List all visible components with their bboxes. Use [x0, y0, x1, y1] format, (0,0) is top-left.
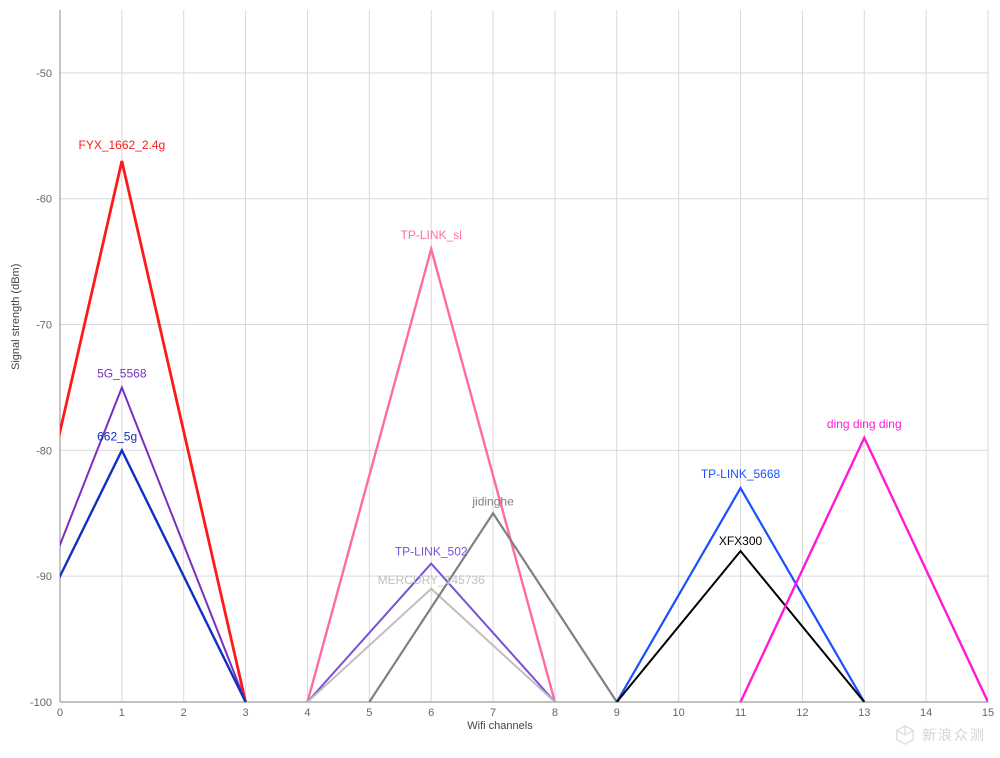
y-tick-label: -50 [36, 68, 52, 80]
series-label: XFX300 [719, 534, 763, 548]
x-tick-label: 15 [982, 707, 994, 719]
series-label: 5G_5568 [97, 366, 147, 380]
series-label: MERCURY_145736 [378, 573, 485, 587]
y-tick-label: -70 [36, 320, 52, 332]
y-axis-label: Signal strength (dBm) [10, 264, 22, 370]
series-label: ding ding ding [827, 417, 902, 431]
x-tick-label: 2 [181, 707, 187, 719]
x-tick-label: 6 [428, 707, 434, 719]
x-tick-label: 12 [796, 707, 808, 719]
series-label: FYX_1662_2.4g [78, 138, 165, 152]
x-tick-label: 13 [858, 707, 870, 719]
x-tick-label: 4 [304, 707, 310, 719]
y-tick-label: -80 [36, 445, 52, 457]
wifi-channel-chart: 0123456789101112131415-100-90-80-70-60-5… [0, 0, 1000, 758]
y-tick-label: -100 [30, 697, 52, 709]
x-tick-label: 0 [57, 707, 63, 719]
series-label: TP-LINK_5668 [701, 467, 781, 481]
y-tick-label: -90 [36, 571, 52, 583]
watermark-text: 新浪众测 [922, 725, 986, 745]
cube-icon [894, 724, 916, 746]
chart-svg: 0123456789101112131415-100-90-80-70-60-5… [0, 0, 1000, 758]
series-label: jidinghe [471, 494, 514, 508]
x-tick-label: 9 [614, 707, 620, 719]
x-axis-label: Wifi channels [0, 720, 1000, 732]
x-tick-label: 1 [119, 707, 125, 719]
y-tick-label: -60 [36, 194, 52, 206]
series-label: 662_5g [97, 429, 137, 443]
x-tick-label: 14 [920, 707, 932, 719]
x-tick-label: 8 [552, 707, 558, 719]
x-tick-label: 5 [366, 707, 372, 719]
series-label: TP-LINK_sl [401, 228, 462, 242]
watermark: 新浪众测 [894, 724, 986, 746]
series-label: TP-LINK_502 [395, 545, 468, 559]
x-tick-label: 3 [243, 707, 249, 719]
x-tick-label: 11 [735, 707, 746, 719]
x-tick-label: 7 [490, 707, 496, 719]
x-tick-label: 10 [673, 707, 685, 719]
